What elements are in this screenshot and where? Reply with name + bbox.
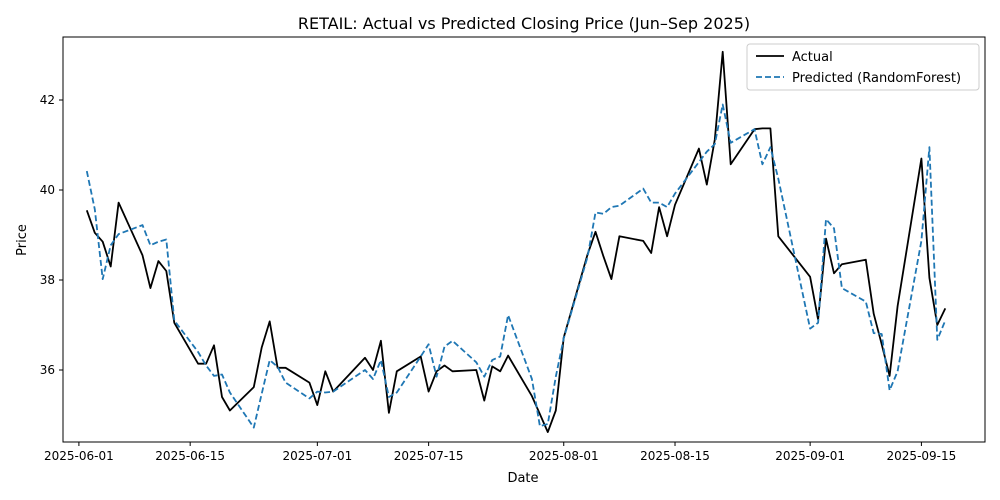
legend: Actual Predicted (RandomForest)	[746, 43, 980, 91]
x-tick-label: 2025-06-01	[44, 449, 114, 463]
x-tick-label: 2025-06-15	[155, 449, 225, 463]
chart-title: RETAIL: Actual vs Predicted Closing Pric…	[298, 14, 750, 33]
series-line-actual	[85, 50, 947, 434]
x-axis-label: Date	[507, 471, 538, 486]
x-tick-label: 2025-07-01	[282, 449, 352, 463]
y-tick-label: 40	[40, 183, 55, 197]
legend-label-actual: Actual	[792, 50, 833, 65]
y-tick-label: 36	[40, 363, 55, 377]
axis-ticks: 2025-06-01 2025-06-15 2025-07-01 2025-07-15…	[40, 93, 957, 463]
x-tick-label: 2025-08-01	[529, 449, 599, 463]
plot-area-frame	[62, 36, 986, 443]
x-tick-label: 2025-07-15	[394, 449, 464, 463]
series-layer	[85, 50, 947, 434]
x-tick-label: 2025-08-15	[640, 449, 710, 463]
y-axis-label: Price	[15, 224, 30, 256]
x-tick-label: 2025-09-15	[887, 449, 957, 463]
legend-label-predicted: Predicted (RandomForest)	[792, 71, 961, 86]
y-tick-label: 38	[40, 273, 55, 287]
x-tick-label: 2025-09-01	[775, 449, 845, 463]
legend-box	[746, 43, 980, 91]
series-line-predicted	[85, 103, 947, 429]
y-tick-label: 42	[40, 93, 55, 107]
